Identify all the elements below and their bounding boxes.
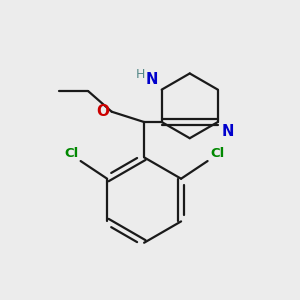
Text: N: N [146,72,158,87]
Text: Cl: Cl [210,147,224,160]
Text: O: O [96,104,110,119]
Text: Cl: Cl [64,147,78,160]
Text: H: H [136,68,146,81]
Text: N: N [221,124,234,140]
